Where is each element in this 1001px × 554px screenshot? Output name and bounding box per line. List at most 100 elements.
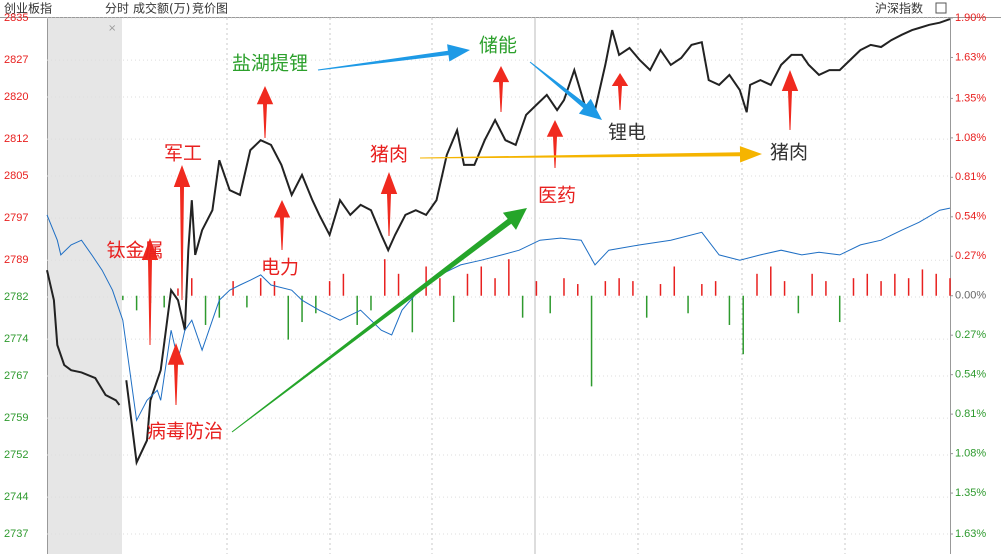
volume-bar	[384, 259, 386, 296]
volume-bar	[287, 295, 290, 340]
y2-tick-label: 1.35%	[955, 92, 986, 104]
y-tick-label: 2752	[4, 449, 28, 461]
y2-tick-label: 1.35%	[955, 487, 986, 499]
volume-bar	[397, 273, 400, 296]
volume-bar	[825, 281, 827, 296]
volume-bar	[811, 273, 813, 296]
volume-bar	[411, 295, 414, 333]
arrow	[611, 73, 629, 110]
volume-bar	[466, 273, 469, 296]
volume-bar	[618, 278, 620, 296]
volume-bar	[328, 281, 331, 296]
volume-bar	[521, 295, 524, 318]
header-tab[interactable]: 竞价图	[192, 2, 228, 16]
volume-bar	[797, 295, 800, 314]
volume-bar	[949, 278, 951, 296]
y2-tick-label: 0.00%	[955, 290, 986, 302]
volume-bar	[770, 266, 772, 296]
volume-bar	[135, 295, 138, 311]
volume-bar	[921, 269, 924, 296]
arrow	[141, 238, 159, 345]
volume-bar	[356, 295, 358, 325]
volume-bar	[549, 295, 551, 314]
volume-bar	[246, 295, 248, 308]
volume-bar	[880, 281, 882, 296]
volume-bar	[273, 281, 276, 296]
y2-tick-label: 0.81%	[955, 171, 986, 183]
close-icon[interactable]: ×	[108, 23, 116, 34]
volume-bar	[894, 273, 896, 296]
volume-bar	[301, 295, 303, 323]
volume-bar	[742, 295, 744, 355]
y-tick-label: 2782	[4, 291, 28, 303]
annotation: 锂电	[608, 122, 646, 144]
y-tick-label: 2774	[4, 333, 28, 345]
volume-bar	[259, 278, 262, 296]
volume-bar	[756, 273, 758, 296]
volume-bar	[163, 295, 165, 308]
volume-bar	[728, 295, 731, 325]
y2-tick-label: 1.90%	[955, 12, 986, 24]
annotation: 医药	[538, 185, 576, 207]
index-button[interactable]: 沪深指数	[875, 1, 923, 16]
volume-bar	[714, 281, 717, 296]
volume-bar	[370, 295, 372, 311]
volume-bar	[645, 295, 648, 318]
arrow	[173, 165, 191, 300]
y-tick-label: 2827	[4, 54, 28, 66]
y2-tick-label: 0.54%	[955, 369, 986, 381]
chart-title: 创业板指	[4, 1, 52, 16]
arrow	[317, 44, 470, 71]
volume-bar	[907, 278, 910, 296]
volume-bar	[632, 281, 634, 296]
time-grid	[226, 18, 846, 554]
volume-bar	[590, 295, 593, 387]
y-tick-label: 2797	[4, 212, 28, 224]
header-tab[interactable]: 分时	[105, 2, 129, 16]
volume-bar	[315, 295, 317, 314]
volume-bar	[494, 278, 496, 296]
annotation: 猪肉	[370, 144, 408, 166]
y2-tick-label: 1.63%	[955, 528, 986, 540]
y-tick-label: 2759	[4, 412, 28, 424]
volume-bar	[452, 295, 455, 323]
volume-bar	[122, 295, 124, 301]
arrow	[167, 343, 185, 405]
y-tick-label: 2820	[4, 91, 28, 103]
y-tick-label: 2805	[4, 170, 28, 182]
y2-tick-label: 0.54%	[955, 211, 986, 223]
y-tick-label: 2767	[4, 370, 28, 382]
volume-bar	[439, 278, 441, 296]
y2-tick-label: 1.63%	[955, 51, 986, 63]
volume-bar	[687, 295, 689, 314]
arrow	[273, 200, 291, 250]
volume-bar	[480, 266, 483, 296]
volume-bar	[673, 266, 676, 296]
volume-bar	[204, 295, 207, 325]
y-tick-label: 2835	[4, 12, 28, 24]
header-tab[interactable]: 成交额(万)	[133, 1, 190, 16]
y-tick-label: 2744	[4, 491, 28, 503]
y2-tick-label: 0.81%	[955, 408, 986, 420]
line-series	[46, 207, 951, 422]
volume-bar	[935, 273, 937, 296]
y2-tick-label: 0.27%	[955, 329, 986, 341]
y2-tick-label: 1.08%	[955, 132, 986, 144]
volume-bar	[604, 281, 607, 296]
volume-bar	[218, 295, 221, 318]
volume-bar	[425, 266, 427, 296]
auction-area	[47, 18, 122, 554]
annotation: 储能	[479, 35, 517, 57]
volume-bar	[342, 273, 345, 296]
window-icon[interactable]	[935, 2, 947, 14]
volume-bar	[577, 284, 579, 296]
volume-bar	[563, 278, 565, 296]
annotation: 盐湖提锂	[232, 53, 308, 75]
y-tick-label: 2789	[4, 254, 28, 266]
arrow	[492, 66, 510, 112]
annotation: 军工	[164, 143, 202, 165]
line-series	[46, 18, 951, 466]
volume-bar	[783, 281, 786, 296]
volume-bar	[177, 288, 179, 296]
